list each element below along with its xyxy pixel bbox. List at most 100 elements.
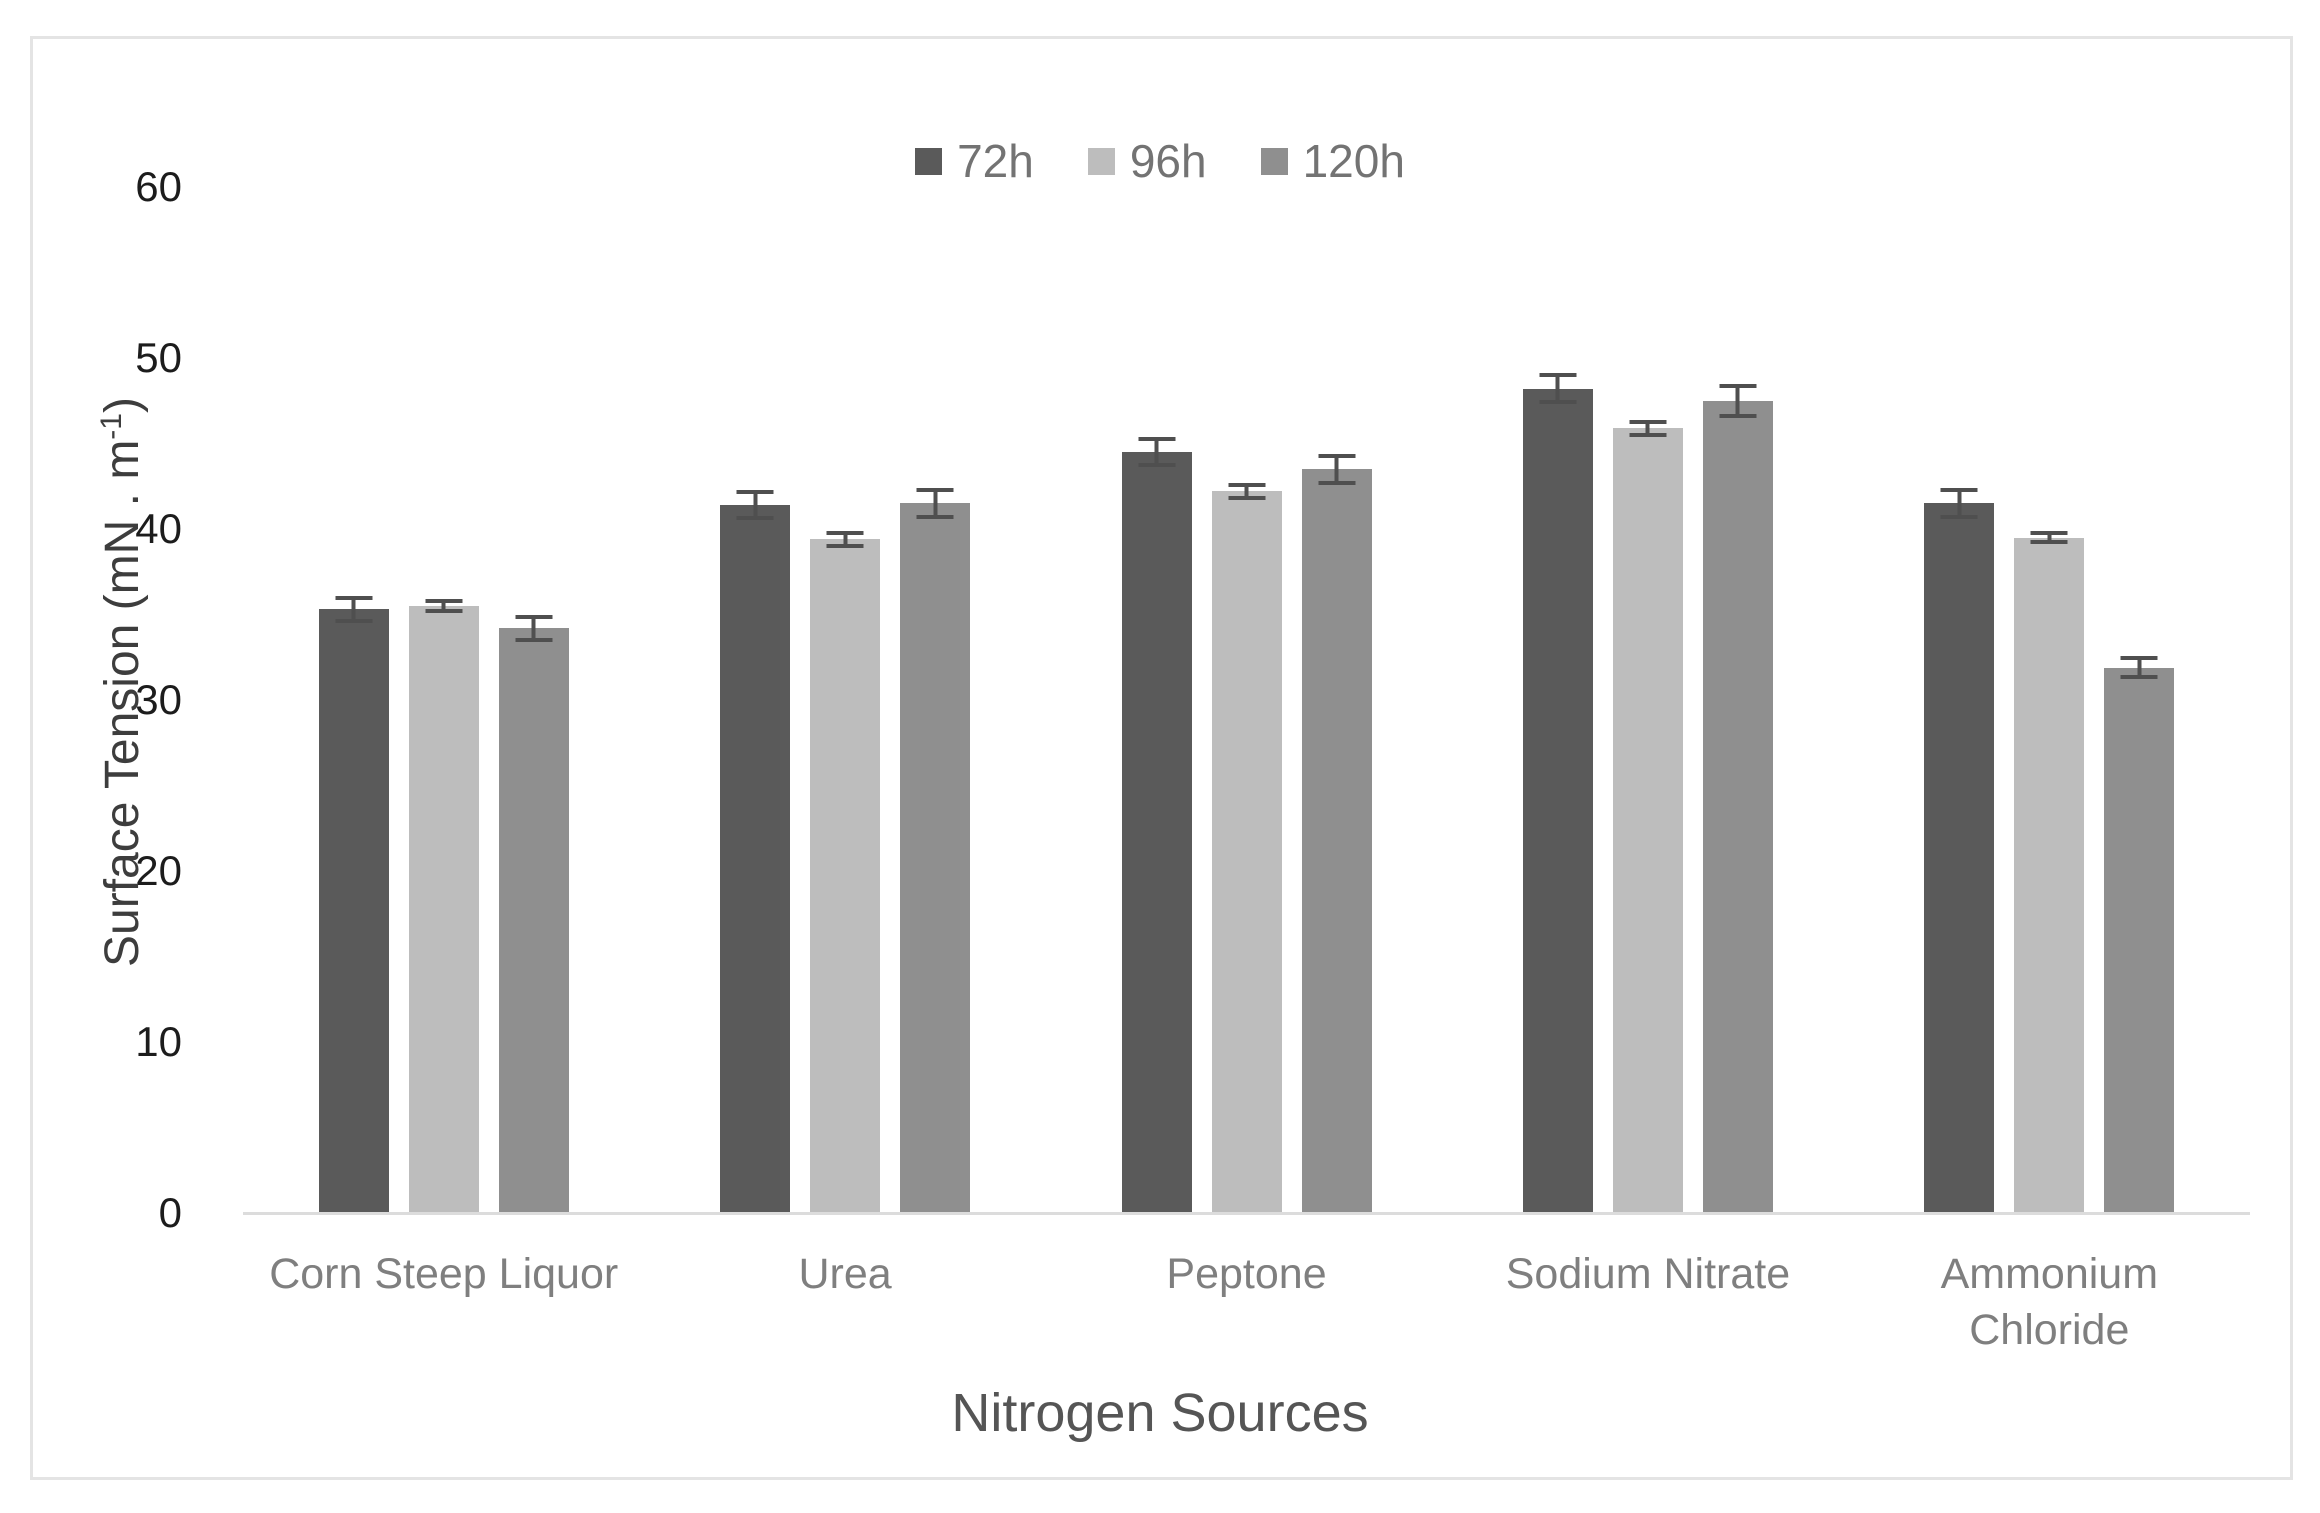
bar-wrap xyxy=(1301,453,1372,1213)
x-category-label-peptone: Peptone xyxy=(1046,1247,1447,1359)
legend-item-120h: 120h xyxy=(1260,135,1405,187)
error-bar-cap-top xyxy=(335,595,373,600)
error-bar-cap-top xyxy=(1629,419,1667,424)
error-bar-cap-bottom xyxy=(2030,540,2068,545)
bar-wrap xyxy=(2104,655,2175,1213)
y-axis-title-close: ) xyxy=(96,397,149,413)
x-category-label-text: Urea xyxy=(798,1250,892,1298)
error-bar xyxy=(1228,482,1266,500)
bar-120h-sodium-nitrate xyxy=(1702,400,1773,1213)
y-axis-ticks: 0 10 20 30 40 50 60 xyxy=(70,163,182,1236)
y-tick-label: 60 xyxy=(135,163,182,210)
legend-swatch-icon xyxy=(1087,147,1115,175)
error-bar-line xyxy=(1555,373,1560,405)
bar-96h-urea xyxy=(810,539,881,1213)
error-bar-cap-bottom xyxy=(1719,413,1757,418)
x-category-label-ammonium-chloride: Ammonium Chloride xyxy=(1849,1247,2250,1359)
error-bar-cap-bottom xyxy=(1629,432,1667,437)
bar-wrap xyxy=(408,599,479,1213)
error-bar-cap-bottom xyxy=(1539,400,1577,405)
bar-group-peptone xyxy=(1046,187,1447,1213)
error-bar-cap-bottom xyxy=(515,637,553,642)
bar-72h-urea xyxy=(720,505,791,1213)
bar-wrap xyxy=(1121,436,1192,1213)
error-bar-cap-bottom xyxy=(736,516,774,521)
error-bar-line xyxy=(753,489,758,521)
bar-wrap xyxy=(1924,487,1995,1213)
error-bar-line xyxy=(2137,655,2142,680)
error-bar-cap-bottom xyxy=(1228,495,1266,500)
error-bar-cap-top xyxy=(515,614,553,619)
error-bar-cap-top xyxy=(1318,453,1356,458)
legend: 72h 96h 120h xyxy=(0,138,2320,184)
error-bar-line xyxy=(843,530,848,548)
legend-label: 72h xyxy=(957,135,1034,187)
error-bar xyxy=(2120,655,2158,680)
x-axis-line xyxy=(243,1212,2250,1215)
x-axis-title: Nitrogen Sources xyxy=(951,1383,1369,1443)
error-bar-cap-top xyxy=(1228,482,1266,487)
error-bar-cap-bottom xyxy=(916,514,954,519)
error-bar-cap-top xyxy=(916,487,954,492)
x-category-label-urea: Urea xyxy=(644,1247,1045,1359)
legend-item-72h: 72h xyxy=(915,138,1034,184)
legend-label: 96h xyxy=(1129,135,1207,187)
x-category-labels: Corn Steep Liquor Urea Peptone Sodium Nitra… xyxy=(243,1247,2250,1359)
y-axis-title-superscript: -1 xyxy=(95,413,128,440)
bar-wrap xyxy=(1702,383,1773,1213)
error-bar-cap-bottom xyxy=(1940,514,1978,519)
error-bar-cap-bottom xyxy=(1138,463,1176,468)
bar-wrap xyxy=(318,595,389,1213)
bar-120h-peptone xyxy=(1301,469,1372,1213)
error-bar-cap-top xyxy=(425,599,463,604)
error-bar xyxy=(425,599,463,613)
error-bar-cap-top xyxy=(2030,530,2068,535)
error-bar-cap-top xyxy=(826,530,864,535)
bar-wrap xyxy=(1612,419,1683,1213)
x-category-label-text: Sodium Nitrate xyxy=(1505,1250,1791,1298)
bar-group-ammonium-chloride xyxy=(1849,187,2250,1213)
error-bar xyxy=(1539,373,1577,405)
y-tick-label: 0 xyxy=(158,1189,182,1236)
bar-group-urea xyxy=(644,187,1045,1213)
legend-swatch-icon xyxy=(915,147,943,175)
bar-wrap xyxy=(720,489,791,1213)
plot-area xyxy=(243,187,2250,1215)
bar-96h-corn-steep-liquor xyxy=(408,605,479,1213)
x-category-label-text: Peptone xyxy=(1166,1250,1327,1298)
error-bar xyxy=(2030,530,2068,545)
bar-72h-peptone xyxy=(1121,452,1192,1213)
error-bar-cap-bottom xyxy=(425,608,463,613)
y-axis-title: Surface Tension (mN . m-1) xyxy=(82,169,149,1195)
error-bar-cap-top xyxy=(1539,373,1577,378)
legend-item-96h: 96h xyxy=(1087,135,1207,187)
error-bar-line xyxy=(1645,419,1650,437)
bar-wrap xyxy=(1211,482,1282,1213)
error-bar xyxy=(1138,436,1176,468)
x-category-label-corn-steep-liquor: Corn Steep Liquor xyxy=(243,1247,644,1359)
bar-wrap xyxy=(810,530,881,1213)
error-bar xyxy=(1629,419,1667,437)
x-category-label-text: Corn Steep Liquor xyxy=(269,1250,619,1298)
error-bar xyxy=(736,489,774,521)
bar-groups xyxy=(243,187,2250,1213)
bar-wrap xyxy=(900,487,971,1213)
error-bar-cap-top xyxy=(1138,436,1176,441)
bar-72h-ammonium-chloride xyxy=(1924,503,1995,1213)
y-tick-label: 10 xyxy=(135,1018,182,1065)
bar-96h-peptone xyxy=(1211,491,1282,1213)
error-bar xyxy=(1318,453,1356,485)
error-bar xyxy=(335,595,373,624)
error-bar xyxy=(826,530,864,548)
bar-group-corn-steep-liquor xyxy=(243,187,644,1213)
legend-label: 120h xyxy=(1302,135,1405,187)
error-bar xyxy=(515,614,553,642)
y-tick-label: 30 xyxy=(135,676,182,723)
bar-96h-sodium-nitrate xyxy=(1612,428,1683,1213)
y-tick-label: 50 xyxy=(135,334,182,381)
error-bar-cap-bottom xyxy=(826,543,864,548)
error-bar-line xyxy=(2047,530,2052,545)
bar-wrap xyxy=(498,614,569,1213)
error-bar-line xyxy=(933,487,938,519)
